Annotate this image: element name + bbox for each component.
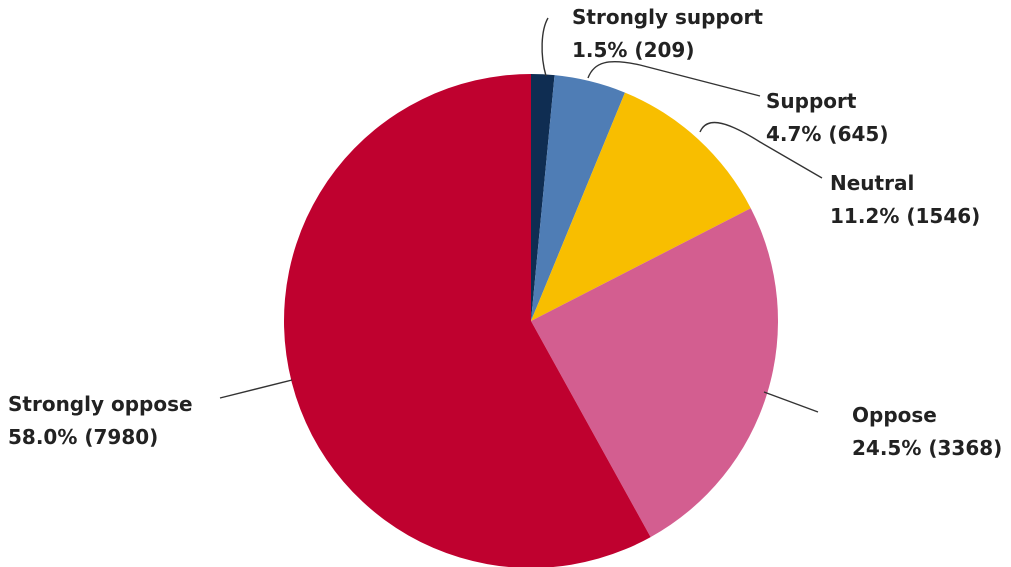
pie-slice-strongly-support (531, 74, 555, 321)
slice-value-label: 11.2% (1546) (830, 204, 980, 228)
slice-name-label: Strongly oppose (8, 392, 193, 416)
slice-name-label: Strongly support (572, 5, 763, 29)
slice-value-label: 1.5% (209) (572, 38, 694, 62)
slice-labels: Strongly support 1.5% (209) Support 4.7% (6… (8, 5, 1002, 460)
pie-slice-support (531, 75, 625, 322)
slice-name-label: Neutral (830, 171, 914, 195)
pie-slice-strongly-oppose (284, 74, 651, 567)
slice-value-label: 24.5% (3368) (852, 436, 1002, 460)
leader-line (763, 391, 819, 413)
leader-line (219, 379, 293, 399)
slice-value-label: 4.7% (645) (766, 122, 888, 146)
leader-lines (219, 17, 823, 413)
pie-slices (284, 74, 779, 567)
leader-line (541, 17, 549, 77)
pie-slice-neutral (531, 92, 751, 321)
slice-value-label: 58.0% (7980) (8, 425, 158, 449)
pie-slice-oppose (531, 208, 779, 538)
slice-name-label: Support (766, 89, 857, 113)
slice-name-label: Oppose (852, 403, 937, 427)
leader-line (699, 121, 823, 179)
leader-line (587, 61, 761, 97)
